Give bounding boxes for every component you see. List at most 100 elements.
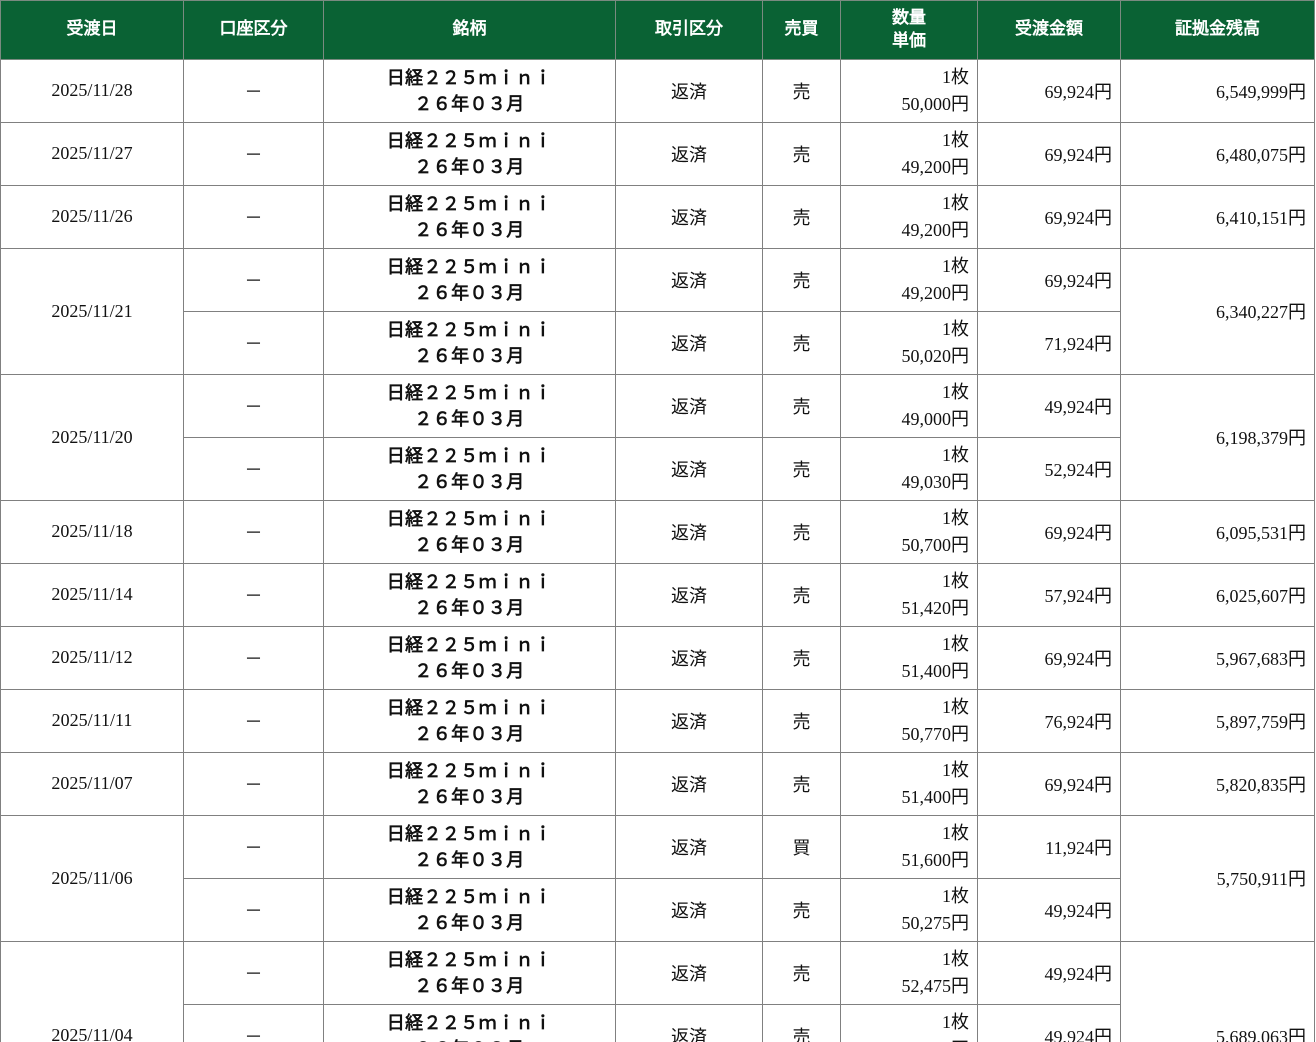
unit-price-value: 49,200円 [901, 219, 970, 240]
table-row: 2025/11/18 － 日経２２５ｍｉｎｉ ２６年０３月 返済売 1枚 50,700円 69… [0, 499, 1315, 564]
table-row: 2025/11/06 －日経２２５ｍｉｎｉ ２６年０３月 返済買 1枚 51,600円 11… [0, 814, 1315, 942]
cell-account-type: － [183, 562, 324, 627]
cell-settlement-amount: 49,924円 [977, 1003, 1121, 1042]
table-row: 2025/11/07 － 日経２２５ｍｉｎｉ ２６年０３月 返済売 1枚 51,400円 69… [0, 751, 1315, 816]
cell-settlement-amount: 11,924円 [977, 814, 1121, 879]
cell-buy-sell: 売 [762, 436, 841, 501]
unit-price-value: 49,030円 [901, 471, 970, 492]
cell-settlement-amount: 52,924円 [977, 436, 1121, 501]
cell-margin-balance: 5,967,683円 [1120, 625, 1315, 690]
product-name-line2: ２６年０３月 [414, 345, 525, 366]
cell-account-type: － [183, 121, 324, 186]
cell-account-type: － [183, 688, 324, 753]
product-name-line1: 日経２２５ｍｉｎｉ [386, 1012, 553, 1033]
cell-trade-type: 返済 [615, 58, 763, 123]
cell-margin-balance: 6,340,227円 [1120, 247, 1315, 375]
product-name-line1: 日経２２５ｍｉｎｉ [386, 571, 553, 592]
cell-buy-sell: 売 [762, 373, 841, 438]
unit-price-value: 50,770円 [901, 723, 970, 744]
cell-settlement-amount: 76,924円 [977, 688, 1121, 753]
unit-price-value: 52,475円 [901, 975, 970, 996]
cell-quantity-unit-price: 1枚 50,275円 [840, 877, 978, 942]
cell-product-name: 日経２２５ｍｉｎｉ ２６年０３月 [323, 940, 616, 1005]
cell-trade-type: 返済 [615, 184, 763, 249]
cell-product-name: 日経２２５ｍｉｎｉ ２６年０３月 [323, 373, 616, 438]
cell-product-name: 日経２２５ｍｉｎｉ ２６年０３月 [323, 436, 616, 501]
table-row: 2025/11/26 － 日経２２５ｍｉｎｉ ２６年０３月 返済売 1枚 49,200円 69… [0, 184, 1315, 249]
table-header-row: 受渡日 口座区分 銘柄 取引区分 売買 数量 単価 受渡金額 証拠金残高 [0, 0, 1315, 60]
cell-settlement-amount: 69,924円 [977, 247, 1121, 312]
product-name-line1: 日経２２５ｍｉｎｉ [386, 445, 553, 466]
quantity-value: 1枚 [942, 570, 969, 591]
cell-trade-type: 返済 [615, 940, 763, 1005]
quantity-value: 1枚 [942, 507, 969, 528]
table-row: 2025/11/20 －日経２２５ｍｉｎｉ ２６年０３月 返済売 1枚 49,000円 49… [0, 373, 1315, 501]
product-name-line1: 日経２２５ｍｉｎｉ [386, 319, 553, 340]
cell-settlement-amount: 71,924円 [977, 310, 1121, 375]
cell-trade-type: 返済 [615, 373, 763, 438]
product-name-line1: 日経２２５ｍｉｎｉ [386, 382, 553, 403]
cell-quantity-unit-price: 1枚 50,020円 [840, 310, 978, 375]
cell-settlement-date: 2025/11/28 [0, 58, 184, 123]
cell-account-type: － [183, 58, 324, 123]
table-row: 2025/11/21 －日経２２５ｍｉｎｉ ２６年０３月 返済売 1枚 49,200円 69… [0, 247, 1315, 375]
cell-settlement-date: 2025/11/11 [0, 688, 184, 753]
product-name-line1: 日経２２５ｍｉｎｉ [386, 823, 553, 844]
cell-settlement-date: 2025/11/27 [0, 121, 184, 186]
cell-quantity-unit-price: 1枚 49,200円 [840, 247, 978, 312]
table-row: 2025/11/27 － 日経２２５ｍｉｎｉ ２６年０３月 返済売 1枚 49,200円 69… [0, 121, 1315, 186]
cell-product-name: 日経２２５ｍｉｎｉ ２６年０３月 [323, 310, 616, 375]
product-name-line2: ２６年０３月 [414, 282, 525, 303]
table-row: 2025/11/12 － 日経２２５ｍｉｎｉ ２６年０３月 返済売 1枚 51,400円 69… [0, 625, 1315, 690]
table-row: － 日経２２５ｍｉｎｉ ２６年０３月 返済売 1枚 49,030円 52,924円 [1, 436, 1315, 501]
cell-margin-balance: 6,480,075円 [1120, 121, 1315, 186]
product-name-line2: ２６年０３月 [414, 156, 525, 177]
unit-price-value: 51,420円 [901, 597, 970, 618]
unit-price-value: 50,700円 [901, 534, 970, 555]
cell-margin-balance: 5,820,835円 [1120, 751, 1315, 816]
table-row: － 日経２２５ｍｉｎｉ ２６年０３月 返済売 1枚 50,020円 71,924円 [1, 310, 1315, 375]
cell-trade-type: 返済 [615, 814, 763, 879]
quantity-value: 1枚 [942, 318, 969, 339]
unit-price-value: 52,290円 [849, 1036, 970, 1042]
column-header-date: 受渡日 [0, 0, 184, 60]
cell-buy-sell: 売 [762, 247, 841, 312]
unit-price-value: 50,000円 [901, 93, 970, 114]
unit-price-value: 50,020円 [901, 345, 970, 366]
cell-account-type: － [183, 940, 324, 1005]
cell-account-type: － [183, 1003, 324, 1042]
unit-price-value: 49,200円 [901, 282, 970, 303]
cell-settlement-amount: 57,924円 [977, 562, 1121, 627]
cell-buy-sell: 売 [762, 751, 841, 816]
cell-trade-type: 返済 [615, 247, 763, 312]
cell-product-name: 日経２２５ｍｉｎｉ ２６年０３月 [323, 562, 616, 627]
product-name-line2: ２６年０３月 [332, 1036, 607, 1042]
cell-account-type: － [183, 499, 324, 564]
cell-trade-type: 返済 [615, 562, 763, 627]
product-name-line2: ２６年０３月 [414, 93, 525, 114]
quantity-value: 1枚 [942, 444, 969, 465]
column-header-unit-price-label: 単価 [892, 30, 926, 50]
cell-trade-type: 返済 [615, 436, 763, 501]
cell-buy-sell: 売 [762, 499, 841, 564]
column-header-trade-type: 取引区分 [615, 0, 763, 60]
cell-product-name: 日経２２５ｍｉｎｉ ２６年０３月 [323, 499, 616, 564]
cell-trade-type: 返済 [615, 499, 763, 564]
cell-settlement-amount: 49,924円 [977, 877, 1121, 942]
product-name-line1: 日経２２５ｍｉｎｉ [386, 256, 553, 277]
cell-settlement-amount: 69,924円 [977, 499, 1121, 564]
cell-quantity-unit-price: 1枚 51,400円 [840, 625, 978, 690]
quantity-value: 1枚 [942, 759, 969, 780]
column-header-margin-balance: 証拠金残高 [1120, 0, 1315, 60]
cell-account-type: － [183, 751, 324, 816]
product-name-line2: ２６年０３月 [414, 471, 525, 492]
table-header: 受渡日 口座区分 銘柄 取引区分 売買 数量 単価 受渡金額 証拠金残高 [0, 0, 1315, 60]
cell-buy-sell: 売 [762, 562, 841, 627]
cell-trade-type: 返済 [615, 1003, 763, 1042]
cell-settlement-amount: 49,924円 [977, 940, 1121, 1005]
cell-product-name: 日経２２５ｍｉｎｉ ２６年０３月 [323, 121, 616, 186]
cell-account-type: － [183, 184, 324, 249]
cell-settlement-date: 2025/11/18 [0, 499, 184, 564]
cell-quantity-unit-price: 1枚 50,770円 [840, 688, 978, 753]
table-row: 2025/11/28 － 日経２２５ｍｉｎｉ ２６年０３月 返済売 1枚 50,000円 69… [0, 58, 1315, 123]
